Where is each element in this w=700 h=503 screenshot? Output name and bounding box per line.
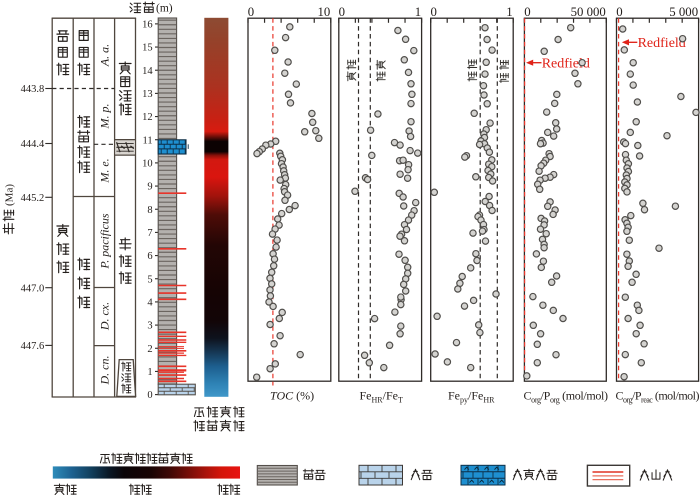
svg-text:2: 2 [147,344,152,355]
svg-text:443.8: 443.8 [21,84,45,95]
svg-text:Redfield: Redfield [542,57,590,72]
svg-text:8: 8 [147,205,152,216]
svg-text:7: 7 [147,228,152,239]
svg-text:Fepy/FeHR: Fepy/FeHR [448,389,495,405]
svg-text:444.4: 444.4 [21,139,45,150]
svg-text:5: 5 [147,274,152,285]
svg-text:447.0: 447.0 [21,283,45,294]
svg-text:0: 0 [616,5,622,19]
svg-text:0: 0 [430,5,436,19]
svg-text:4: 4 [147,298,153,309]
svg-text:0: 0 [248,5,254,19]
svg-text:16: 16 [142,19,153,30]
svg-text:10: 10 [142,159,153,170]
svg-text:1: 1 [415,5,421,19]
svg-text:6: 6 [147,251,152,262]
svg-text:1: 1 [506,5,512,19]
svg-text:0: 0 [147,390,152,401]
svg-text:13: 13 [142,89,153,100]
svg-text:FeHR/FeT: FeHR/FeT [360,389,403,405]
svg-text:445.2: 445.2 [21,193,45,204]
svg-text:A. a.: A. a. [98,44,112,67]
svg-text:M. p.: M. p. [98,104,112,130]
svg-text:0: 0 [524,5,530,19]
svg-text:9: 9 [147,182,152,193]
svg-text:3: 3 [147,321,152,332]
svg-text:Corg/Preac (mol/mol): Corg/Preac (mol/mol) [616,389,700,405]
svg-text:0: 0 [339,5,345,19]
svg-text:5 000: 5 000 [669,5,698,19]
svg-text:15: 15 [142,43,153,54]
svg-text:(m): (m) [156,2,173,14]
svg-text:D. cx.: D. cx. [98,302,112,331]
svg-text:11: 11 [142,135,152,146]
svg-text:(Ma): (Ma) [3,184,15,206]
svg-text:P. pacificus: P. pacificus [98,213,112,269]
svg-text:Corg/Porg (mol/mol): Corg/Porg (mol/mol) [524,389,609,405]
svg-text:M. e.: M. e. [98,158,112,183]
svg-text:Redfield: Redfield [638,36,686,51]
svg-text:D. cn.: D. cn. [98,356,112,386]
svg-text:50 000: 50 000 [571,5,606,19]
svg-text:14: 14 [142,66,153,77]
svg-text:447.6: 447.6 [21,341,45,352]
svg-text:12: 12 [142,112,153,123]
svg-text:TOC (%): TOC (%) [270,389,314,403]
svg-text:10: 10 [318,5,331,19]
svg-text:1: 1 [147,367,152,378]
